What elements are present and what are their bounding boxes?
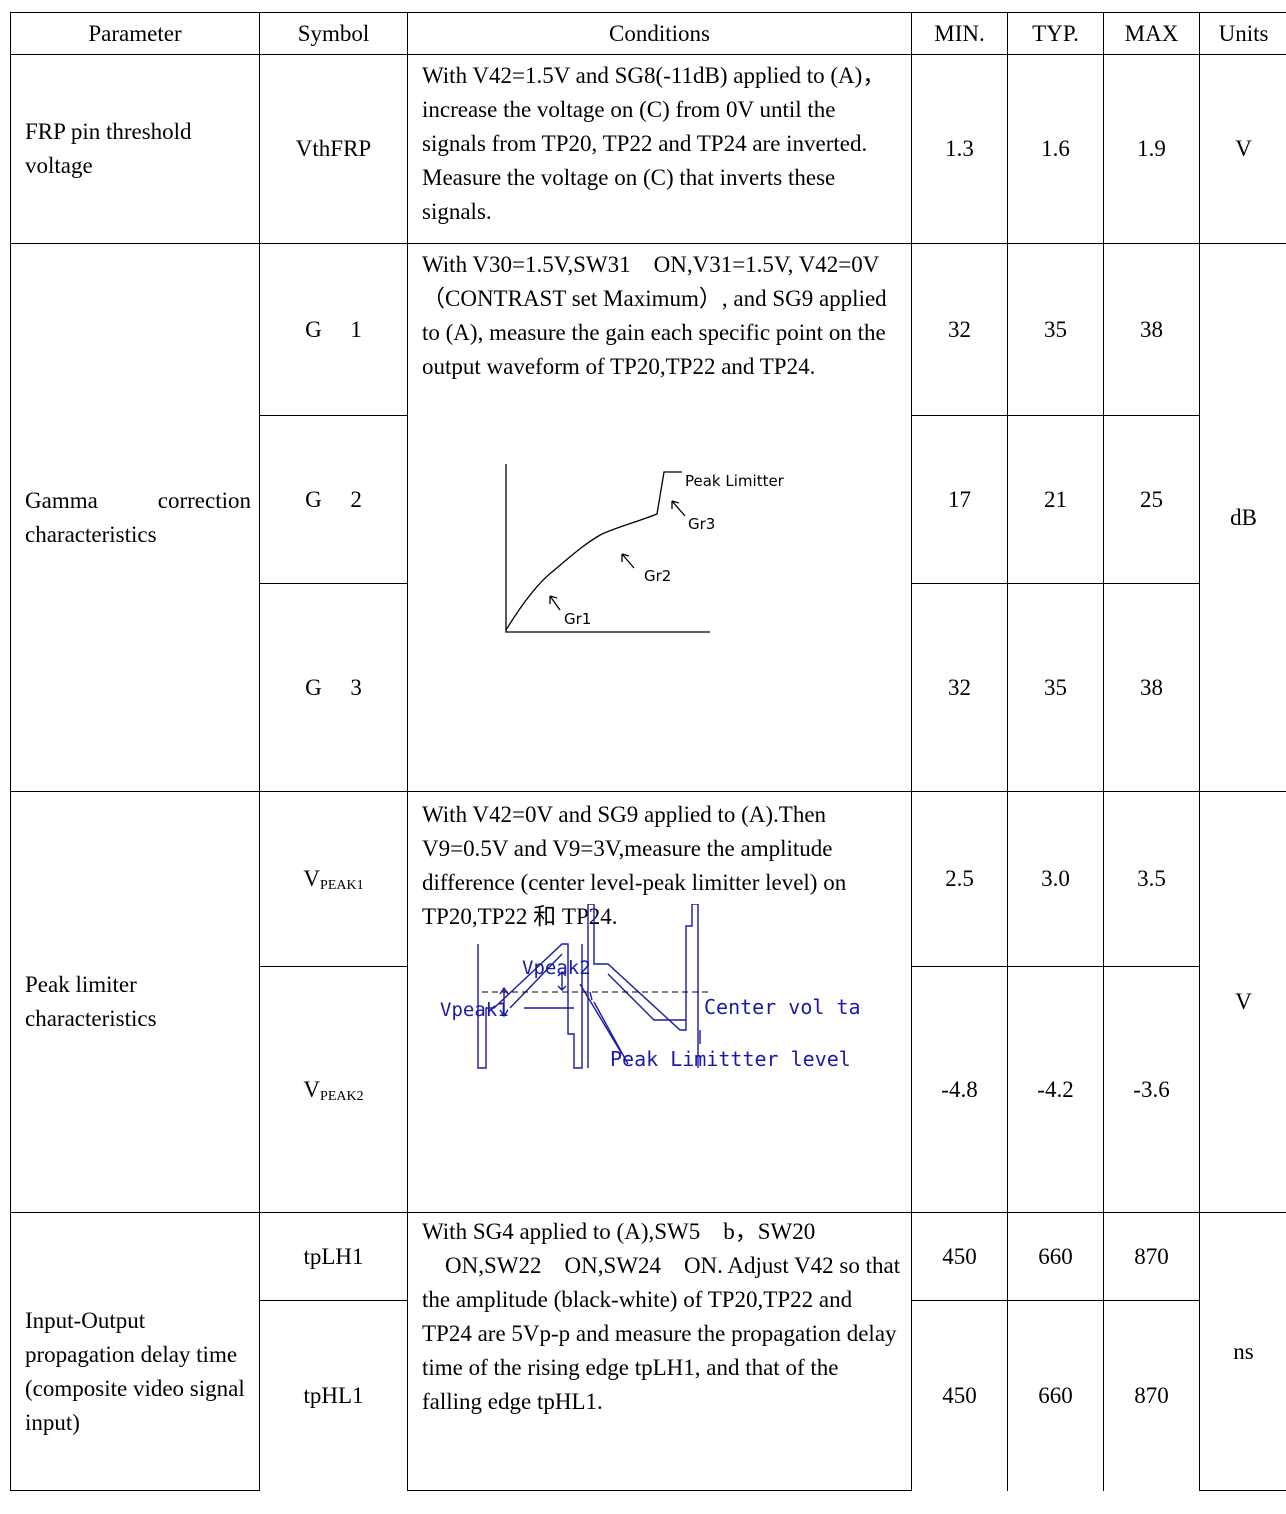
gr1-label: Gr1 — [564, 610, 591, 628]
gamma-symbol-3: G 3 — [259, 583, 408, 792]
delay-1-typ: 660 — [1007, 1212, 1104, 1301]
delay-conditions-text: With SG4 applied to (A),SW5 b，SW20 ON,SW… — [422, 1219, 901, 1414]
gamma-curve — [505, 471, 682, 631]
peak-1-min: 2.5 — [911, 791, 1008, 967]
frp-conditions-text: With V42=1.5V and SG8(-11dB) applied to … — [422, 63, 886, 224]
delay-parameter: Input-Output propagation delay time (com… — [10, 1212, 260, 1491]
gamma-2-max: 25 — [1103, 415, 1200, 584]
vpeak2-label: Vpeak2 — [522, 957, 591, 979]
gamma-1-min: 32 — [911, 243, 1008, 416]
gamma-1-typ: 35 — [1007, 243, 1104, 416]
header-row: Parameter Symbol Conditions MIN. TYP. MA… — [10, 12, 1286, 55]
spec-table: Parameter Symbol Conditions MIN. TYP. MA… — [10, 12, 1286, 1491]
gamma-symbol-1: G 1 — [259, 243, 408, 416]
header-parameter: Parameter — [10, 12, 260, 55]
gr2-arrow — [621, 553, 635, 569]
gr3-arrow — [671, 500, 686, 517]
gamma-parameter: Gamma correction characteristics — [10, 243, 260, 792]
peak-conditions-text: With V42=0V and SG9 applied to (A).Then … — [422, 802, 847, 929]
gamma-conditions-text: With V30=1.5V,SW31 ON,V31=1.5V, V42=0V（C… — [422, 252, 887, 379]
peak-symbol-2-main: V — [303, 1076, 321, 1102]
peak-units: V — [1199, 791, 1286, 1213]
delay-symbol-1: tpLH1 — [259, 1212, 408, 1301]
gamma-1-max: 38 — [1103, 243, 1200, 416]
waveform-right — [587, 904, 699, 1068]
gamma-parameter-text: Gamma correction characteristics — [25, 487, 251, 547]
peak-2-max: -3.6 — [1103, 966, 1200, 1213]
gamma-3-min: 32 — [911, 583, 1008, 792]
delay-symbol-2: tpHL1 — [259, 1300, 408, 1491]
peak-conditions: With V42=0V and SG9 applied to (A).Then … — [407, 791, 912, 1213]
table-row-peak-1: Peak limiter characteristics VPEAK1 With… — [10, 791, 1286, 1213]
table-row-gamma-3: G 3 32 35 38 — [11, 583, 1286, 792]
delay-2-typ: 660 — [1007, 1300, 1104, 1491]
table-row-gamma-1: Gamma correction characteristics G 1 Wit… — [10, 243, 1286, 792]
vpeak-ramp — [509, 953, 574, 1009]
gamma-3-typ: 35 — [1007, 583, 1104, 792]
vpeak1-label: Vpeak1 — [440, 999, 509, 1021]
gamma-conditions: With V30=1.5V,SW31 ON,V31=1.5V, V42=0V（C… — [407, 243, 912, 792]
peak-symbol-1: VPEAK1 — [259, 791, 408, 967]
delay-conditions: With SG4 applied to (A),SW5 b，SW20 ON,SW… — [407, 1212, 912, 1491]
header-units: Units — [1199, 12, 1286, 55]
frp-max: 1.9 — [1103, 54, 1200, 244]
peak-limitter-label: Peak Limitter — [685, 472, 785, 490]
peak-symbol-2-sub: PEAK2 — [320, 1088, 364, 1104]
header-min: MIN. — [911, 12, 1008, 55]
table-row-delay-2: tpHL1 450 660 870 — [11, 1300, 1286, 1491]
peak-symbol-1-main: V — [303, 866, 321, 891]
vpeak2-arrow — [557, 971, 567, 991]
header-typ: TYP. — [1007, 12, 1104, 55]
peak-limiter-figure: Vpeak2 Vpeak1 Center vol tage Peak Limit… — [440, 904, 862, 1071]
center-ramp — [607, 973, 686, 1021]
frp-typ: 1.6 — [1007, 54, 1104, 244]
waveform-left — [477, 943, 583, 1069]
gr1-arrow — [549, 595, 561, 611]
frp-parameter: FRP pin threshold voltage — [10, 54, 260, 244]
gamma-2-typ: 21 — [1007, 415, 1104, 584]
limit-pointer-2 — [579, 983, 623, 1055]
gr3-label: Gr3 — [688, 515, 715, 533]
peak-parameter: Peak limiter characteristics — [10, 791, 260, 1213]
gamma-curve-figure: Peak Limitter Gr3 Gr2 Gr1 — [505, 464, 785, 633]
gamma-units: dB — [1199, 243, 1286, 792]
delay-1-max: 870 — [1103, 1212, 1200, 1301]
table-row-frp: FRP pin threshold voltage VthFRP With V4… — [10, 54, 1286, 244]
gamma-3-max: 38 — [1103, 583, 1200, 792]
header-conditions: Conditions — [407, 12, 912, 55]
frp-conditions: With V42=1.5V and SG8(-11dB) applied to … — [407, 54, 912, 244]
table-row-delay-1: Input-Output propagation delay time (com… — [10, 1212, 1286, 1491]
peak-2-min: -4.8 — [911, 966, 1008, 1213]
gr2-label: Gr2 — [644, 567, 671, 585]
gamma-2-min: 17 — [911, 415, 1008, 584]
header-symbol: Symbol — [259, 12, 408, 55]
peak-2-typ: -4.2 — [1007, 966, 1104, 1213]
peak-1-max: 3.5 — [1103, 791, 1200, 967]
delay-2-min: 450 — [911, 1300, 1008, 1491]
delay-2-max: 870 — [1103, 1300, 1200, 1491]
center-voltage-label: Center vol tage — [704, 995, 862, 1019]
delay-1-min: 450 — [911, 1212, 1008, 1301]
frp-units: V — [1199, 54, 1286, 244]
header-max: MAX — [1103, 12, 1200, 55]
delay-units: ns — [1199, 1212, 1286, 1491]
gamma-axes — [505, 464, 710, 633]
peak-1-typ: 3.0 — [1007, 791, 1104, 967]
frp-symbol: VthFRP — [259, 54, 408, 244]
peak-symbol-2: VPEAK2 — [259, 966, 408, 1213]
gamma-symbol-2: G 2 — [259, 415, 408, 584]
frp-min: 1.3 — [911, 54, 1008, 244]
peak-symbol-1-sub: PEAK1 — [320, 878, 364, 893]
table-row-gamma-2: G 2 17 21 25 — [11, 415, 1286, 584]
peak-limit-label: Peak Limittter level — [610, 1047, 851, 1071]
table-row-peak-2: VPEAK2 -4.8 -4.2 -3.6 — [11, 966, 1286, 1213]
